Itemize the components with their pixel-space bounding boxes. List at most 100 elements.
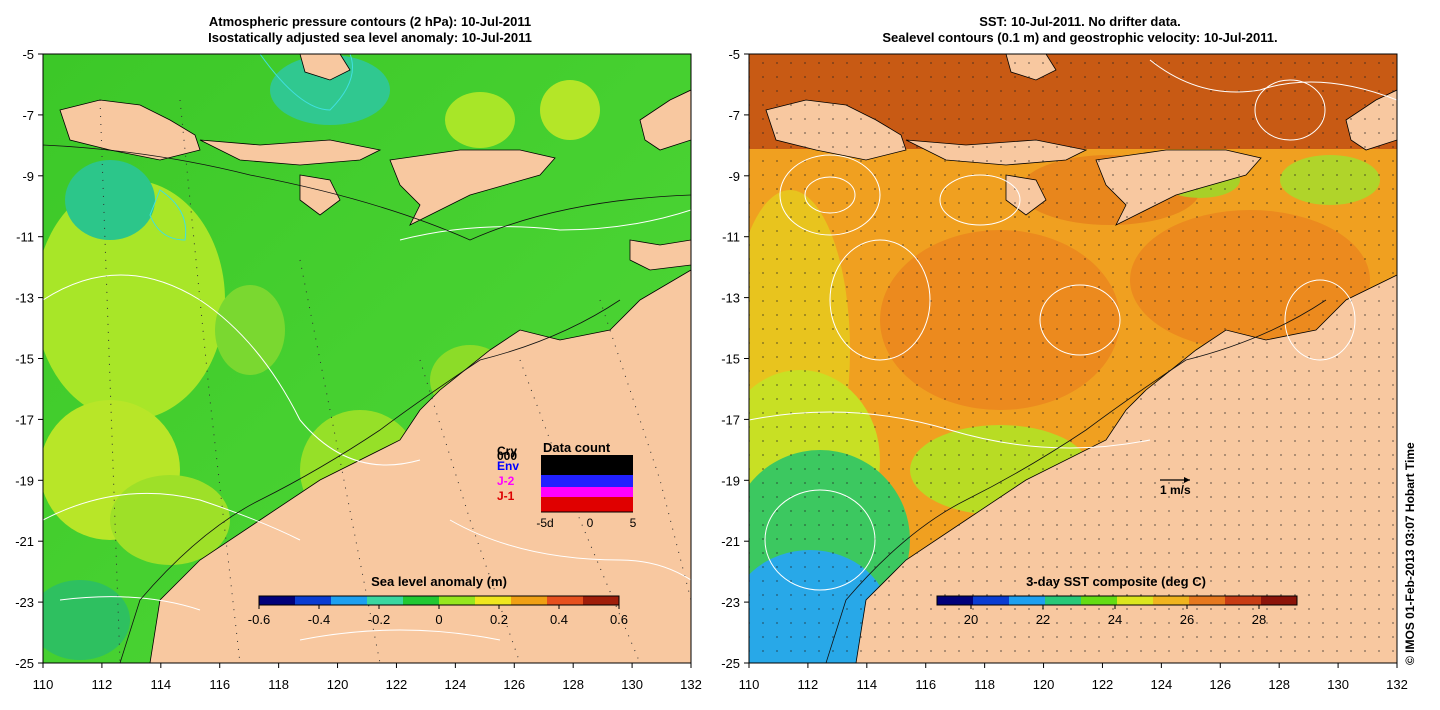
sst-map <box>749 54 1397 663</box>
left-axis-y-tick-label: -11 <box>16 230 34 245</box>
data-count-legend-cry: Cry <box>497 444 517 458</box>
sst-colorbar-swatch <box>1225 596 1262 605</box>
data-count-inset <box>541 455 633 513</box>
data-count-title: Data count <box>543 440 611 455</box>
sla-colorbar-swatch <box>295 596 332 605</box>
data-count-legend-env: Env <box>497 459 519 473</box>
left-axis-x-tick-label: 110 <box>33 677 54 692</box>
left-axes: 110 112 114 116 118 120 122 124 126 128 130 132 -5 -7… <box>15 47 702 692</box>
sla-colorbar-tick-label: 0.4 <box>550 612 568 627</box>
sst-colorbar-frame <box>936 595 1298 606</box>
left-axis-y-tick-label: -5 <box>22 47 34 62</box>
sla-colorbar <box>259 596 620 605</box>
right-axis-y-tick-label: -13 <box>721 291 740 306</box>
sst-colorbar <box>937 596 1298 605</box>
sst-sealevel-contours <box>749 59 1397 591</box>
left-axis-x-tick-label: 126 <box>503 677 525 692</box>
right-axis-x-tick-label: 122 <box>1092 677 1114 692</box>
left-axis-y-tick-label: -25 <box>15 656 34 671</box>
sst-colorbar-swatch <box>1153 596 1190 605</box>
left-title-line1: Atmospheric pressure contours (2 hPa): 1… <box>208 14 532 29</box>
right-axis-x-tick-label: 118 <box>974 677 995 692</box>
sst-colorbar-tick-label: 22 <box>1036 612 1050 627</box>
sla-colorbar-tick-label: 0.6 <box>610 612 628 627</box>
data-count-tick-1: 0 <box>587 516 594 530</box>
cyan-contours <box>149 54 353 241</box>
right-axis-x-tick-label: 114 <box>856 677 877 692</box>
sla-colorbar-swatch <box>403 596 440 605</box>
data-count-legend-j2: J-2 <box>497 474 515 488</box>
sla-colorbar-label: Sea level anomaly (m) <box>371 574 507 589</box>
right-title-line1: SST: 10-Jul-2011. No drifter data. <box>979 14 1181 29</box>
sla-colorbar-tick-label: 0 <box>435 612 442 627</box>
left-axis-x-tick-label: 130 <box>621 677 643 692</box>
right-axis-y-tick-label: -25 <box>721 656 740 671</box>
sla-colorbar-tick-label: -0.4 <box>308 612 330 627</box>
left-axis-x-tick-label: 122 <box>386 677 408 692</box>
left-axis-y-tick-label: -7 <box>22 108 34 123</box>
left-axis-x-tick-label: 124 <box>445 677 467 692</box>
left-axis-y-tick-label: -17 <box>15 412 34 427</box>
left-title-line2: Isostatically adjusted sea level anomaly… <box>208 30 532 45</box>
sla-colorbar-swatch <box>367 596 404 605</box>
left-axis-x-tick-label: 112 <box>92 677 113 692</box>
right-axis-y-tick-label: -17 <box>721 412 740 427</box>
sst-colorbar-swatch <box>937 596 974 605</box>
sla-colorbar-swatch <box>547 596 584 605</box>
sla-colorbar-tick-label: 0.2 <box>490 612 508 627</box>
left-axis-x-tick-label: 128 <box>562 677 584 692</box>
right-axis-y-tick-label: -9 <box>728 169 740 184</box>
sla-map <box>43 54 691 663</box>
sla-colorbar-swatch <box>439 596 476 605</box>
left-axis-y-tick-label: -23 <box>15 595 34 610</box>
right-axis-x-tick-label: 132 <box>1386 677 1408 692</box>
right-axis-y-tick-label: -23 <box>721 595 740 610</box>
right-axis-y-tick-label: -7 <box>728 108 740 123</box>
right-axis-x-tick-label: 112 <box>798 677 819 692</box>
right-axis-x-tick-label: 110 <box>739 677 760 692</box>
pressure-contours <box>99 99 691 663</box>
sla-colorbar-swatch <box>331 596 368 605</box>
right-axes: 110 112 114 116 118 120 122 124 126 128 130 132 -5 -7… <box>721 47 1408 692</box>
left-axis-x-tick-label: 120 <box>327 677 349 692</box>
right-title-line2: Sealevel contours (0.1 m) and geostrophi… <box>882 30 1278 45</box>
left-axis-x-tick-label: 116 <box>209 677 230 692</box>
data-count-legend-j1: J-1 <box>497 489 515 503</box>
sst-colorbar-swatch <box>973 596 1010 605</box>
right-axis-x-tick-label: 124 <box>1151 677 1173 692</box>
left-axis-x-tick-label: 114 <box>150 677 171 692</box>
sst-colorbar-tick-label: 28 <box>1252 612 1266 627</box>
sla-colorbar-swatch <box>475 596 512 605</box>
right-panel-title: SST: 10-Jul-2011. No drifter data. Seale… <box>800 14 1360 46</box>
left-axis-x-tick-label: 132 <box>680 677 702 692</box>
left-axis-y-tick-label: -21 <box>15 534 34 549</box>
left-axis-y-tick-label: -19 <box>15 473 34 488</box>
sla-colorbar-swatch <box>259 596 296 605</box>
data-count-j1 <box>541 497 633 512</box>
right-axis-y-tick-label: -21 <box>721 534 740 549</box>
sst-colorbar-swatch <box>1189 596 1226 605</box>
sst-colorbar-tick-label: 26 <box>1180 612 1194 627</box>
right-axis-x-tick-label: 130 <box>1327 677 1349 692</box>
sst-colorbar-label: 3-day SST composite (deg C) <box>1026 574 1206 589</box>
right-axis-x-tick-label: 116 <box>915 677 936 692</box>
sla-colorbar-tick-label: -0.2 <box>368 612 390 627</box>
data-count-extra: 000 <box>497 449 517 463</box>
sst-colorbar-tick-label: 24 <box>1108 612 1122 627</box>
left-axis-y-tick-label: -9 <box>22 169 34 184</box>
left-axis-y-tick-label: -13 <box>15 291 34 306</box>
sla-colorbar-swatch <box>583 596 620 605</box>
right-axis-y-tick-label: -5 <box>728 47 740 62</box>
sst-colorbar-ticks: 20 22 24 26 28 <box>964 605 1266 627</box>
imos-credit: © IMOS 01-Feb-2013 03:07 Hobart Time <box>1403 442 1417 665</box>
right-axis-y-tick-label: -15 <box>721 352 740 367</box>
left-axis-y-tick-label: -15 <box>15 352 34 367</box>
left-panel-title: Atmospheric pressure contours (2 hPa): 1… <box>160 14 580 46</box>
sst-shelf-contour <box>825 299 1327 663</box>
sst-colorbar-swatch <box>1261 596 1298 605</box>
sst-colorbar-swatch <box>1009 596 1046 605</box>
sst-colorbar-tick-label: 20 <box>964 612 978 627</box>
sla-land <box>59 54 691 663</box>
shelf-contour <box>43 144 691 663</box>
